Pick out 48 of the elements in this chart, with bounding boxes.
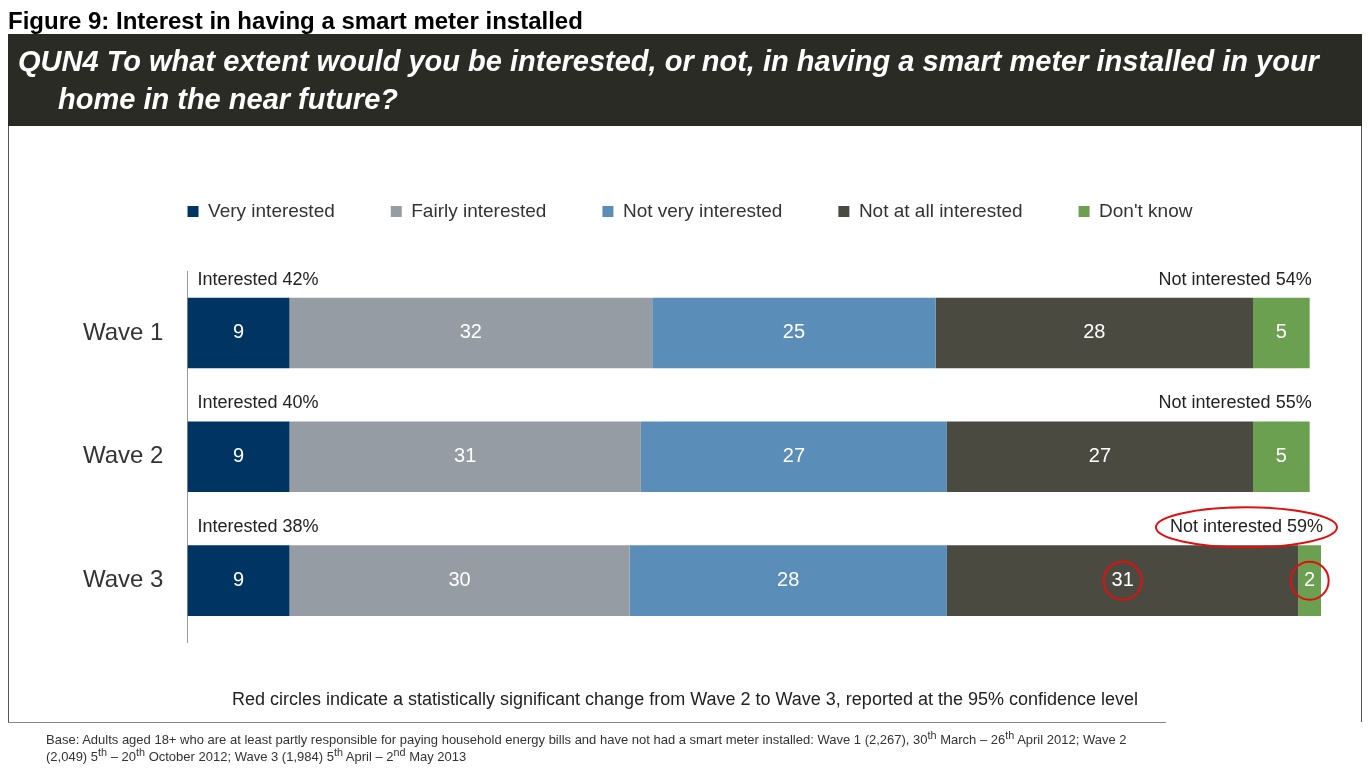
chart-title: Figure 9: Interest in having a smart meter installed [8,7,584,34]
bar [289,297,653,369]
bar [187,545,290,616]
data-label: 27 [1088,444,1112,467]
legend-label: Not at all interested [858,199,1023,221]
data-label: 32 [459,320,482,343]
data-label: 9 [232,320,245,343]
data-label: 25 [782,320,806,343]
annotation: Not interested 54% [1158,268,1312,289]
bar [187,297,290,369]
data-label: 9 [232,444,245,467]
y-tick-label: Wave 1 [82,317,164,345]
annotation: Interested 38% [197,516,319,537]
data-label: 5 [1275,320,1287,343]
data-label: 27 [782,444,806,467]
data-label: 31 [1111,568,1134,591]
legend-label: Fairly interested [411,199,547,221]
bar [1252,297,1310,369]
data-label: 28 [1083,320,1106,343]
annotation: Interested 42% [197,268,319,289]
y-tick-label: Wave 2 [82,441,164,469]
text: Base: Adults aged 18+ who are at least partly responsible for paying household energy bills and have not had a smart meter installed: Wave 1 (2,267), 30$^{th}$ March – 26$^{th}$ April 2012; Wave 2 (2,049) 5$^{th}$ – 20$^{th}$ October 2012; Wave 3 (1,984) 5$^{th}$ April – 2$^{nd}$ May 2013 [46,729,1127,765]
data-label: 28 [777,568,800,591]
bar [187,421,290,493]
annotation: Not interested 55% [1158,392,1312,413]
annotation: Interested 40% [197,392,319,413]
bar [289,421,641,493]
bar [1252,421,1310,493]
bar [946,545,1299,616]
data-label: 5 [1275,444,1287,467]
data-label: 30 [448,568,471,591]
bar [935,297,1253,369]
bar [1298,545,1321,616]
y-tick-label: Wave 3 [82,565,164,593]
legend-label: Don't know [1099,199,1193,221]
text: Red circles indicate a statistically significant change from Wave 2 to Wave 3, reported at the 95% confidence level [230,688,1140,711]
bar [289,545,630,616]
bar [640,421,947,493]
data-label: 9 [232,568,245,591]
data-label: 31 [454,444,477,467]
legend-label: Not very interested [622,199,783,221]
legend-label: Very interested [208,199,335,221]
bar [629,545,947,616]
data-label: 2 [1304,568,1316,591]
bar [652,297,936,369]
bar [946,421,1253,493]
chart-subtitle: QUN4 To what extent would you be interested, or not, in having a smart meter installed in your home in the near future? [8,34,1362,126]
annotation: Not interested 59% [1169,516,1323,537]
